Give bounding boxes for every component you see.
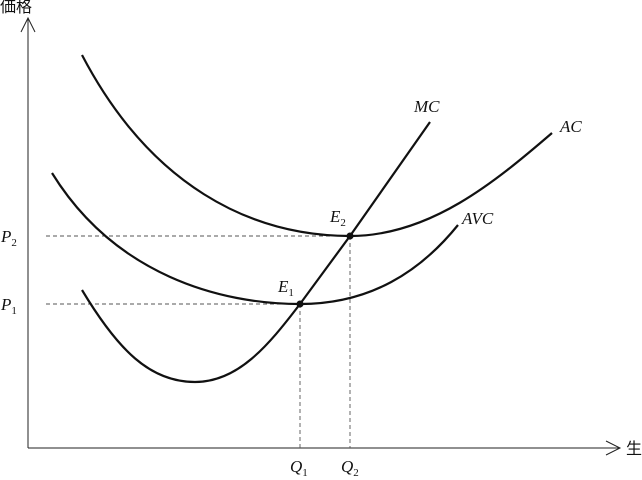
ac-curve xyxy=(81,54,553,238)
label-part: P xyxy=(0,227,11,246)
point-label: E1 xyxy=(277,277,294,299)
curve-label: MC xyxy=(413,97,440,116)
label-part: 1 xyxy=(302,467,308,479)
quantity-label: Q2 xyxy=(341,457,359,479)
label-part: E xyxy=(277,277,289,296)
label-part: E xyxy=(329,207,341,226)
label-part: 1 xyxy=(11,305,17,317)
label-part: 2 xyxy=(11,237,17,249)
point-label: E2 xyxy=(329,207,346,229)
price-label: P1 xyxy=(0,295,17,317)
label-part: P xyxy=(0,295,11,314)
label-part: Q xyxy=(341,457,353,476)
equilibrium-point xyxy=(346,232,354,240)
label-part: 2 xyxy=(353,467,359,479)
curve-label: AVC xyxy=(461,209,494,228)
quantity-label: Q1 xyxy=(290,457,308,479)
price-label: P2 xyxy=(0,227,17,249)
mc-curve xyxy=(81,121,431,384)
y-axis-label: 価格 xyxy=(0,0,32,16)
label-part: 1 xyxy=(288,287,294,299)
curve-label: AC xyxy=(559,117,582,136)
x-axis xyxy=(28,440,622,456)
avc-curve xyxy=(51,172,459,306)
label-part: Q xyxy=(290,457,302,476)
equilibrium-point xyxy=(296,300,304,308)
y-axis xyxy=(20,16,36,448)
x-axis-label: 生 xyxy=(626,439,642,458)
label-part: 2 xyxy=(340,217,346,229)
